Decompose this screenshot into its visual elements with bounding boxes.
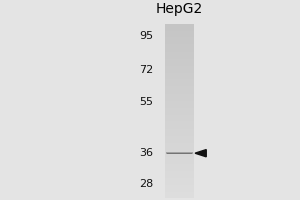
Text: HepG2: HepG2 [156,2,203,16]
Text: 72: 72 [139,65,154,75]
Text: 36: 36 [140,148,154,158]
Text: 28: 28 [139,179,154,189]
Polygon shape [195,150,206,157]
Text: 55: 55 [140,97,154,107]
Text: 95: 95 [140,31,154,41]
